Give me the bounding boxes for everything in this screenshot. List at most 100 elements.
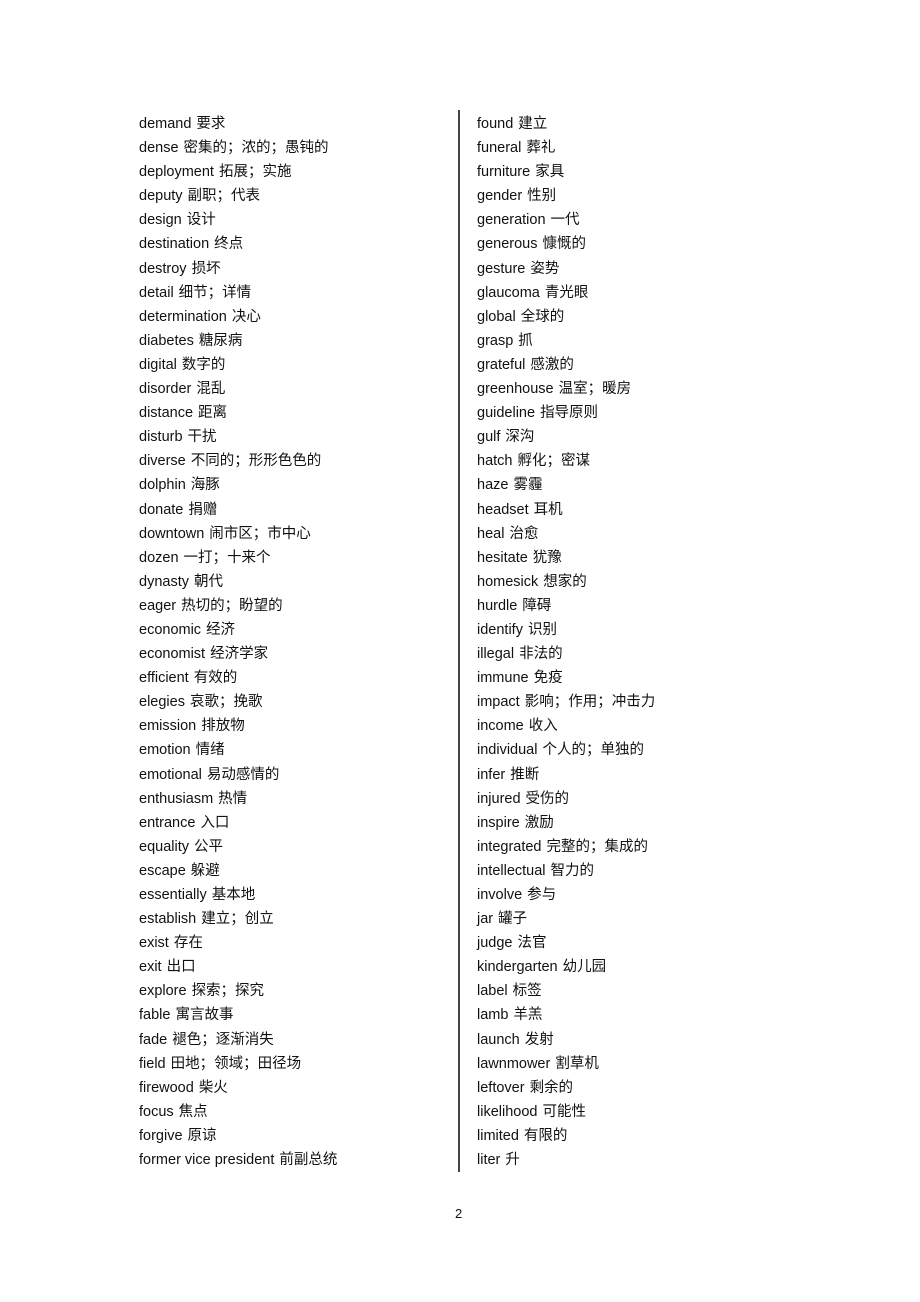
english-word: dense xyxy=(139,140,179,157)
vocabulary-entry: launch 发射 xyxy=(477,1028,797,1052)
english-word: field xyxy=(139,1055,166,1072)
vocabulary-entry: emotion 情绪 xyxy=(139,738,459,762)
english-word: lawnmower xyxy=(477,1055,551,1072)
chinese-meaning: 糖尿病 xyxy=(198,332,243,349)
vocabulary-entry: emotional 易动感情的 xyxy=(139,763,459,787)
vocabulary-entry: generation 一代 xyxy=(477,208,797,232)
chinese-meaning: 可能性 xyxy=(542,1103,586,1120)
vocabulary-entry: heal 治愈 xyxy=(477,522,797,546)
chinese-meaning: 损坏 xyxy=(191,260,221,277)
english-word: emotion xyxy=(139,742,191,759)
english-word: grateful xyxy=(477,356,526,373)
chinese-meaning: 割草机 xyxy=(555,1055,599,1072)
english-word: destination xyxy=(139,236,210,253)
vocabulary-entry: enthusiasm 热情 xyxy=(139,787,459,811)
chinese-meaning: 完整的；集成的 xyxy=(546,838,649,855)
vocabulary-entry: economist 经济学家 xyxy=(139,642,459,666)
chinese-meaning: 性别 xyxy=(527,188,557,205)
english-word: forgive xyxy=(139,1127,183,1144)
vocabulary-entry: illegal 非法的 xyxy=(477,642,797,666)
english-word: impact xyxy=(477,694,520,711)
english-word: deputy xyxy=(139,188,183,205)
english-word: elegies xyxy=(139,694,185,711)
vocabulary-entry: headset 耳机 xyxy=(477,498,797,522)
chinese-meaning: 收入 xyxy=(528,718,558,735)
english-word: headset xyxy=(477,501,529,518)
chinese-meaning: 细节；详情 xyxy=(178,284,252,301)
english-word: involve xyxy=(477,887,523,903)
vocabulary-entry: immune 免疫 xyxy=(477,666,797,690)
english-word: haze xyxy=(477,477,509,494)
chinese-meaning: 推断 xyxy=(510,766,540,783)
english-word: deployment xyxy=(139,164,214,181)
chinese-meaning: 参与 xyxy=(527,887,557,903)
english-word: essentially xyxy=(139,887,207,903)
chinese-meaning: 焦点 xyxy=(178,1103,208,1120)
english-word: escape xyxy=(139,862,186,879)
vocabulary-entry: glaucoma 青光眼 xyxy=(477,281,797,305)
chinese-meaning: 激励 xyxy=(524,814,554,831)
english-word: judge xyxy=(477,935,513,952)
chinese-meaning: 发射 xyxy=(524,1031,554,1048)
vocabulary-entry: demand 要求 xyxy=(139,112,459,136)
chinese-meaning: 治愈 xyxy=(509,525,539,542)
english-word: demand xyxy=(139,116,192,132)
english-word: lamb xyxy=(477,1007,509,1024)
chinese-meaning: 拓展；实施 xyxy=(218,164,292,181)
chinese-meaning: 建立 xyxy=(518,116,548,132)
chinese-meaning: 影响；作用；冲击力 xyxy=(524,694,656,711)
english-word: global xyxy=(477,308,516,325)
english-word: exist xyxy=(139,935,169,952)
vocabulary-entry: integrated 完整的；集成的 xyxy=(477,835,797,859)
vocabulary-entry: fade 褪色；逐渐消失 xyxy=(139,1028,459,1052)
vocabulary-entry: design 设计 xyxy=(139,208,459,232)
english-word: kindergarten xyxy=(477,959,558,976)
english-word: explore xyxy=(139,983,187,1000)
chinese-meaning: 朝代 xyxy=(193,573,223,590)
vocabulary-entry: downtown 闹市区；市中心 xyxy=(139,522,459,546)
chinese-meaning: 障碍 xyxy=(522,597,552,614)
english-word: destroy xyxy=(139,260,187,277)
english-word: establish xyxy=(139,911,197,928)
english-word: jar xyxy=(477,911,494,928)
vocabulary-entry: liter 升 xyxy=(477,1148,797,1172)
english-word: digital xyxy=(139,356,177,373)
vocabulary-entry: generous 慷慨的 xyxy=(477,232,797,256)
vocabulary-entry: income 收入 xyxy=(477,714,797,738)
vocabulary-entry: hesitate 犹豫 xyxy=(477,546,797,570)
english-word: donate xyxy=(139,501,184,518)
vocabulary-entry: fable 寓言故事 xyxy=(139,1003,459,1027)
english-word: focus xyxy=(139,1103,174,1120)
chinese-meaning: 升 xyxy=(505,1152,520,1169)
chinese-meaning: 寓言故事 xyxy=(175,1007,234,1024)
chinese-meaning: 想家的 xyxy=(543,573,587,590)
page-number: 2 xyxy=(455,1206,463,1221)
english-word: found xyxy=(477,116,514,132)
chinese-meaning: 热情 xyxy=(218,790,248,807)
vocabulary-entry: individual 个人的；单独的 xyxy=(477,738,797,762)
chinese-meaning: 识别 xyxy=(527,621,557,638)
chinese-meaning: 易动感情的 xyxy=(206,766,280,783)
english-word: generous xyxy=(477,236,538,253)
chinese-meaning: 公平 xyxy=(193,838,223,855)
chinese-meaning: 前副总统 xyxy=(279,1152,338,1169)
chinese-meaning: 捐赠 xyxy=(188,501,218,518)
vocabulary-entry: furniture 家具 xyxy=(477,160,797,184)
vocabulary-entry: establish 建立；创立 xyxy=(139,907,459,931)
vocabulary-entry: haze 雾霾 xyxy=(477,473,797,497)
vocabulary-entry: dolphin 海豚 xyxy=(139,473,459,497)
vocabulary-entry: dozen 一打；十来个 xyxy=(139,546,459,570)
english-word: efficient xyxy=(139,670,189,687)
vocabulary-entry: gender 性别 xyxy=(477,184,797,208)
english-word: generation xyxy=(477,212,546,229)
vocabulary-entry: jar 罐子 xyxy=(477,907,797,931)
vocabulary-entry: impact 影响；作用；冲击力 xyxy=(477,690,797,714)
english-word: dynasty xyxy=(139,573,189,590)
chinese-meaning: 标签 xyxy=(512,983,542,1000)
chinese-meaning: 排放物 xyxy=(201,718,245,735)
chinese-meaning: 混乱 xyxy=(196,381,226,398)
english-word: exit xyxy=(139,959,162,976)
vocabulary-entry: emission 排放物 xyxy=(139,714,459,738)
vocabulary-entry: inspire 激励 xyxy=(477,811,797,835)
chinese-meaning: 探索；探究 xyxy=(191,983,265,1000)
